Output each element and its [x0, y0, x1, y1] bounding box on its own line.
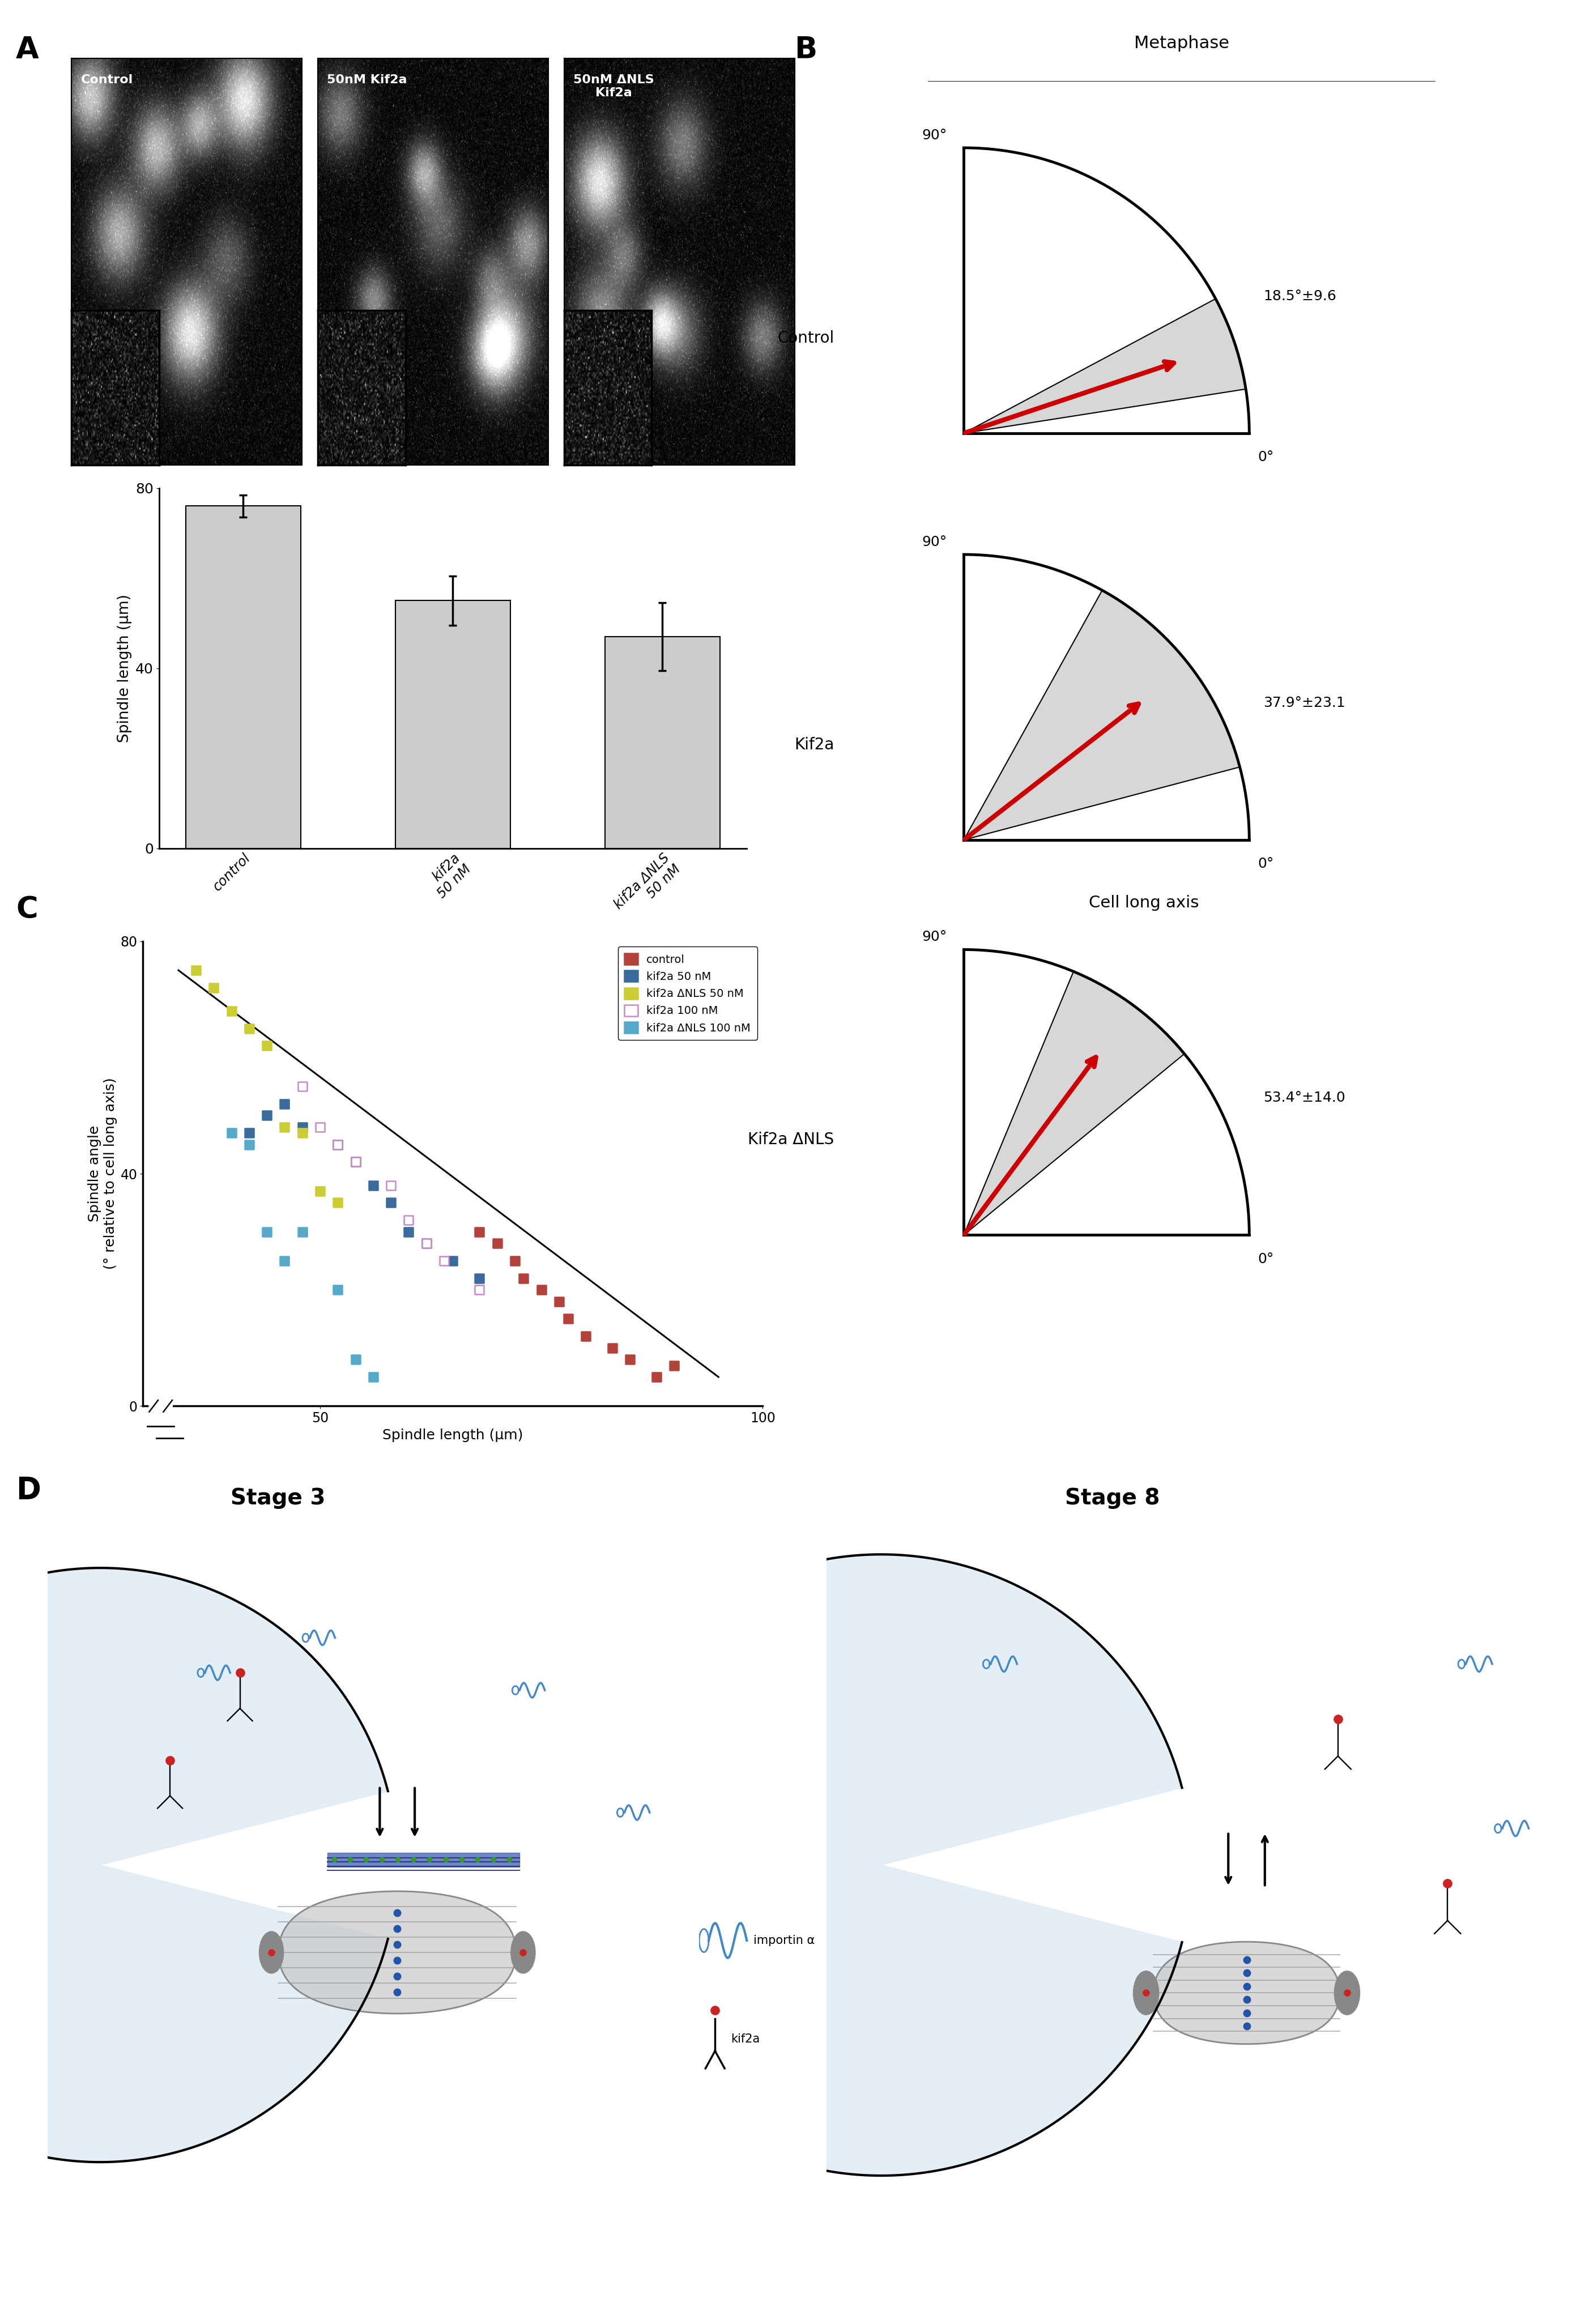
Text: 90°: 90°	[922, 128, 947, 142]
Point	[343, 1143, 369, 1181]
Text: Control: Control	[777, 330, 834, 346]
Polygon shape	[965, 971, 1184, 1234]
Point	[219, 992, 245, 1030]
Text: 50nM ΔNLS
Kif2a: 50nM ΔNLS Kif2a	[574, 74, 655, 100]
Point	[617, 1341, 642, 1378]
Point	[502, 1241, 528, 1278]
Point	[289, 1069, 315, 1106]
Point	[272, 1109, 297, 1146]
Legend: control, kif2a 50 nM, kif2a ΔNLS 50 nM, kif2a 100 nM, kif2a ΔNLS 100 nM: control, kif2a 50 nM, kif2a ΔNLS 50 nM, …	[618, 946, 758, 1041]
Bar	[186, 507, 300, 848]
Text: Kif2a: Kif2a	[794, 737, 834, 753]
Point	[307, 1109, 332, 1146]
Ellipse shape	[1133, 1971, 1158, 2015]
Point	[361, 1357, 386, 1394]
Point	[661, 1346, 686, 1383]
Point	[272, 1085, 297, 1122]
Text: Kif2a ΔNLS: Kif2a ΔNLS	[748, 1132, 834, 1148]
Point	[289, 1109, 315, 1146]
Text: 0°: 0°	[1258, 451, 1274, 465]
Point	[529, 1271, 555, 1308]
Point	[289, 1213, 315, 1250]
Text: importin α: importin α	[753, 1936, 815, 1945]
Ellipse shape	[259, 1931, 283, 1973]
Text: Stage 3: Stage 3	[230, 1487, 326, 1508]
Text: 37.9°±23.1: 37.9°±23.1	[1263, 697, 1346, 709]
Point	[512, 1260, 537, 1297]
Point	[307, 1171, 332, 1208]
Point	[254, 1097, 280, 1134]
Point	[378, 1167, 404, 1204]
Point	[467, 1271, 493, 1308]
Point	[574, 1318, 599, 1355]
Text: 18.5°±9.6: 18.5°±9.6	[1263, 290, 1336, 302]
Polygon shape	[1154, 1943, 1340, 2045]
Text: Cell long axis: Cell long axis	[1088, 895, 1200, 911]
Point	[343, 1143, 369, 1181]
Polygon shape	[0, 1569, 388, 2161]
Point	[219, 1116, 245, 1153]
Y-axis label: Spindle angle
(° relative to cell long axis): Spindle angle (° relative to cell long a…	[87, 1078, 118, 1269]
Point	[326, 1271, 351, 1308]
Bar	[605, 637, 720, 848]
Point	[361, 1167, 386, 1204]
Point	[326, 1185, 351, 1222]
Point	[254, 1213, 280, 1250]
Point	[547, 1283, 572, 1320]
Text: Metaphase: Metaphase	[1135, 35, 1228, 51]
Polygon shape	[327, 1852, 520, 1866]
Point	[202, 969, 227, 1006]
Text: 90°: 90°	[922, 930, 947, 944]
Point	[599, 1329, 624, 1367]
Text: C: C	[16, 895, 38, 925]
Polygon shape	[965, 590, 1239, 839]
Point	[254, 1027, 280, 1064]
Point	[431, 1241, 456, 1278]
Point	[378, 1185, 404, 1222]
Text: 50nM Kif2a: 50nM Kif2a	[327, 74, 407, 86]
Point	[440, 1241, 466, 1278]
Polygon shape	[278, 1892, 516, 2013]
Point	[237, 1125, 262, 1162]
Point	[183, 953, 208, 990]
Point	[272, 1241, 297, 1278]
Polygon shape	[965, 300, 1246, 432]
X-axis label: Spindle length (μm): Spindle length (μm)	[383, 1429, 523, 1441]
Point	[343, 1341, 369, 1378]
Point	[326, 1125, 351, 1162]
Text: B: B	[794, 35, 817, 65]
Ellipse shape	[1335, 1971, 1360, 2015]
Ellipse shape	[510, 1931, 535, 1973]
Bar	[396, 600, 510, 848]
Text: 53.4°±14.0: 53.4°±14.0	[1263, 1092, 1346, 1104]
Text: D: D	[16, 1476, 41, 1506]
Text: Control: Control	[81, 74, 133, 86]
Point	[555, 1299, 580, 1336]
Point	[237, 1009, 262, 1046]
Point	[485, 1225, 510, 1262]
Point	[467, 1213, 493, 1250]
Y-axis label: Spindle length (μm): Spindle length (μm)	[118, 595, 132, 741]
Point	[396, 1213, 421, 1250]
Point	[644, 1357, 669, 1394]
Text: 0°: 0°	[1258, 1253, 1274, 1267]
Point	[413, 1225, 439, 1262]
Point	[289, 1116, 315, 1153]
Point	[467, 1260, 493, 1297]
Text: A: A	[16, 35, 40, 65]
Text: Stage 8: Stage 8	[1065, 1487, 1160, 1508]
Point	[326, 1125, 351, 1162]
Point	[237, 1116, 262, 1153]
Text: 0°: 0°	[1258, 858, 1274, 872]
Text: 90°: 90°	[922, 535, 947, 548]
Polygon shape	[570, 1555, 1182, 2175]
Text: kif2a: kif2a	[731, 2034, 760, 2045]
Point	[396, 1202, 421, 1239]
Point	[413, 1225, 439, 1262]
